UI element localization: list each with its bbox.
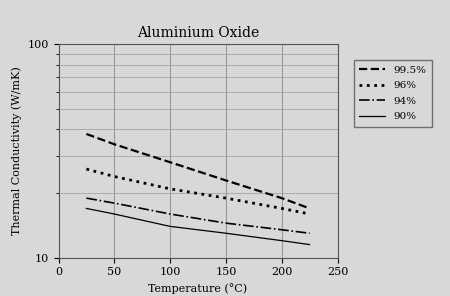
- 94%: [223, 221, 229, 225]
- 90%: [223, 231, 229, 235]
- 94%: [307, 231, 312, 235]
- 90%: [112, 212, 117, 216]
- 96%: [307, 212, 312, 216]
- Line: 94%: 94%: [86, 198, 310, 233]
- 99.5%: [84, 132, 89, 136]
- 96%: [84, 167, 89, 171]
- 96%: [279, 207, 284, 210]
- Y-axis label: Thermal Conductivity (W/mK): Thermal Conductivity (W/mK): [11, 67, 22, 235]
- 94%: [112, 201, 117, 205]
- Line: 90%: 90%: [86, 208, 310, 244]
- Line: 99.5%: 99.5%: [86, 134, 310, 208]
- 96%: [223, 196, 229, 200]
- 94%: [84, 196, 89, 200]
- Title: Aluminium Oxide: Aluminium Oxide: [137, 26, 259, 41]
- Legend: 99.5%, 96%, 94%, 90%: 99.5%, 96%, 94%, 90%: [354, 60, 432, 127]
- 90%: [84, 207, 89, 210]
- 99.5%: [279, 196, 284, 200]
- 99.5%: [167, 160, 173, 164]
- 99.5%: [223, 179, 229, 182]
- 99.5%: [112, 142, 117, 146]
- 90%: [279, 239, 284, 242]
- 90%: [307, 243, 312, 246]
- 96%: [112, 175, 117, 178]
- X-axis label: Temperature (°C): Temperature (°C): [148, 283, 248, 294]
- Line: 96%: 96%: [86, 169, 310, 214]
- 94%: [279, 228, 284, 231]
- 96%: [167, 187, 173, 191]
- 99.5%: [307, 207, 312, 210]
- 94%: [167, 212, 173, 216]
- 90%: [167, 225, 173, 228]
